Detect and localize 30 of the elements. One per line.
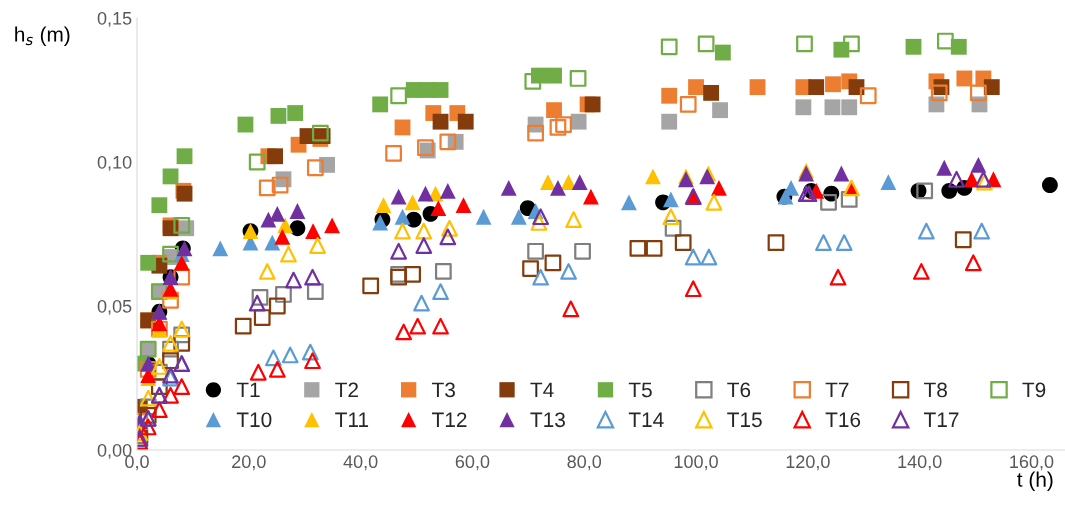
legend-label: T5 xyxy=(628,382,652,398)
x-tick-label: 80,0 xyxy=(567,455,602,471)
legend-label: T1 xyxy=(236,382,260,398)
legend-label: T17 xyxy=(924,412,959,427)
legend-label: T14 xyxy=(628,412,664,427)
legend-label: T9 xyxy=(1022,382,1046,398)
x-tick-label: 100,0 xyxy=(674,455,718,471)
x-tick-label: 160,0 xyxy=(1010,455,1054,471)
y-axis-title: h$_{s}$ (m) xyxy=(15,26,70,46)
x-tick-label: 140,0 xyxy=(898,455,942,471)
legend-label: T16 xyxy=(825,412,861,428)
x-axis-title: t (h) xyxy=(1017,471,1053,492)
legend-label: T13 xyxy=(530,412,565,428)
legend-label: T15 xyxy=(727,412,762,428)
legend-label: T3 xyxy=(432,382,455,398)
legend-label: T4 xyxy=(530,382,554,398)
x-tick-label: 20,0 xyxy=(232,455,266,471)
legend-label: T8 xyxy=(924,382,947,398)
legend-label: T2 xyxy=(335,382,358,398)
x-tick-label: 40,0 xyxy=(343,455,378,471)
legend-label: T7 xyxy=(825,382,849,398)
legend-label: T12 xyxy=(432,412,467,427)
legend-label: T6 xyxy=(727,382,751,398)
y-tick-label: 0,05 xyxy=(97,299,132,315)
legend-label: T11 xyxy=(335,412,369,427)
y-tick-label: 0,15 xyxy=(97,11,132,27)
x-tick-label: 60,0 xyxy=(455,455,490,471)
x-tick-label: 120,0 xyxy=(786,455,830,471)
y-tick-label: 0,10 xyxy=(97,155,132,171)
legend-label: T10 xyxy=(236,412,272,428)
